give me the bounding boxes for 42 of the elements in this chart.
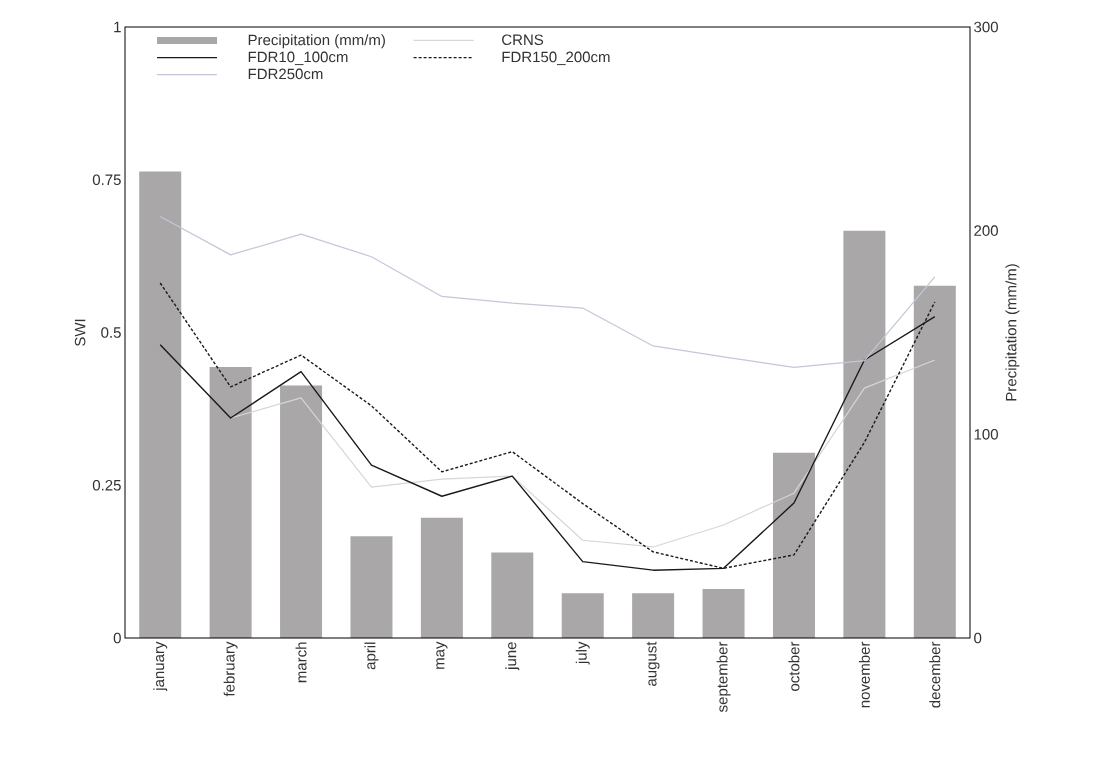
bar [632, 593, 675, 638]
y-tick-label: 0.5 [101, 327, 121, 338]
legend-label: Precipitation (mm/m) [248, 34, 385, 49]
x-tick-label: june [505, 642, 520, 671]
legend-label: FDR250cm [248, 68, 323, 80]
bar [350, 536, 393, 638]
legend-label: CRNS [502, 34, 544, 46]
y-tick-label: 0.75 [92, 174, 121, 186]
x-tick-label: may [436, 641, 448, 669]
y2-tick-label: 300 [974, 21, 998, 33]
bar [420, 517, 463, 638]
y-tick-label: 0 [113, 632, 121, 644]
x-tick-label: july [575, 641, 590, 665]
x-tick-label: march [295, 642, 307, 683]
x-tick-label: october [788, 641, 800, 691]
y-tick-label: 1 [114, 21, 121, 33]
y2-axis-title: Precipitation (mm/m) [1005, 264, 1020, 401]
legend-label: FDR150_200cm [502, 51, 610, 66]
bar [491, 552, 534, 638]
y2-tick-label: 100 [974, 429, 998, 440]
bar [209, 367, 252, 638]
bar [561, 593, 604, 638]
bar [913, 285, 956, 638]
y2-tick-label: 0 [974, 632, 982, 644]
x-tick-label: april [364, 642, 379, 670]
bar [772, 452, 815, 638]
x-tick-label: september [716, 641, 731, 712]
x-tick-label: december [929, 641, 941, 708]
x-tick-label: august [646, 641, 660, 686]
x-tick-label: february [223, 641, 238, 697]
legend-label: FDR10_100cm [248, 51, 348, 66]
line-series [230, 359, 936, 548]
bar [280, 385, 323, 638]
y-axis-title: SWI [74, 319, 86, 346]
y2-tick-label: 200 [974, 225, 998, 236]
bar [139, 171, 182, 638]
bar [702, 589, 745, 638]
y-tick-label: 0.25 [92, 479, 121, 491]
x-tick-label: november [858, 641, 870, 708]
bar [843, 230, 886, 638]
line-series [159, 215, 936, 368]
x-tick-label: january [153, 641, 168, 692]
